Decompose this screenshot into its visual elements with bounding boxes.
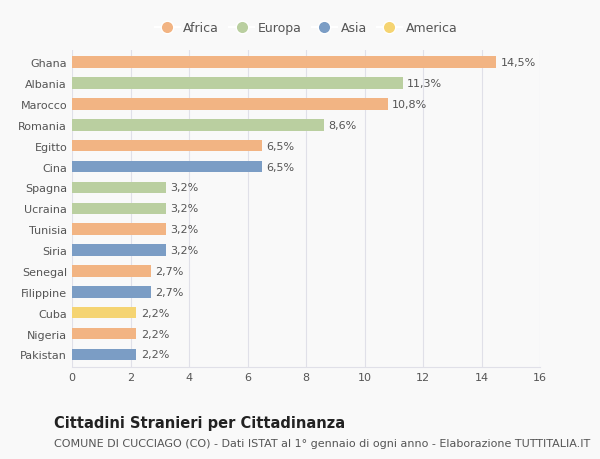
Bar (72, 266, 151, 277)
Text: 3,2%: 3,2% (170, 246, 198, 256)
Text: 11,3%: 11,3% (407, 79, 442, 89)
Text: Cittadini Stranieri per Cittadinanza: Cittadini Stranieri per Cittadinanza (54, 415, 345, 431)
Bar (72, 224, 166, 235)
Bar (72, 307, 136, 319)
Text: 10,8%: 10,8% (392, 100, 428, 110)
Text: 6,5%: 6,5% (266, 162, 295, 172)
Legend: Africa, Europa, Asia, America: Africa, Europa, Asia, America (155, 22, 457, 35)
Bar (72, 286, 151, 298)
Text: 2,7%: 2,7% (155, 266, 184, 276)
Bar (72, 349, 136, 360)
Text: 8,6%: 8,6% (328, 121, 356, 130)
Text: 6,5%: 6,5% (266, 141, 295, 151)
Text: 3,2%: 3,2% (170, 225, 198, 235)
Text: 3,2%: 3,2% (170, 183, 198, 193)
Text: 2,2%: 2,2% (141, 350, 169, 360)
Bar (72, 57, 496, 69)
Bar (72, 140, 262, 152)
Bar (72, 245, 166, 256)
Bar (72, 78, 403, 90)
Bar (72, 328, 136, 340)
Text: 2,2%: 2,2% (141, 329, 169, 339)
Text: 14,5%: 14,5% (500, 58, 536, 68)
Text: 3,2%: 3,2% (170, 204, 198, 214)
Text: COMUNE DI CUCCIAGO (CO) - Dati ISTAT al 1° gennaio di ogni anno - Elaborazione T: COMUNE DI CUCCIAGO (CO) - Dati ISTAT al … (54, 438, 590, 448)
Bar (72, 99, 388, 111)
Bar (72, 162, 262, 173)
Text: 2,2%: 2,2% (141, 308, 169, 318)
Bar (72, 182, 166, 194)
Text: 2,7%: 2,7% (155, 287, 184, 297)
Bar (72, 120, 323, 131)
Bar (72, 203, 166, 214)
